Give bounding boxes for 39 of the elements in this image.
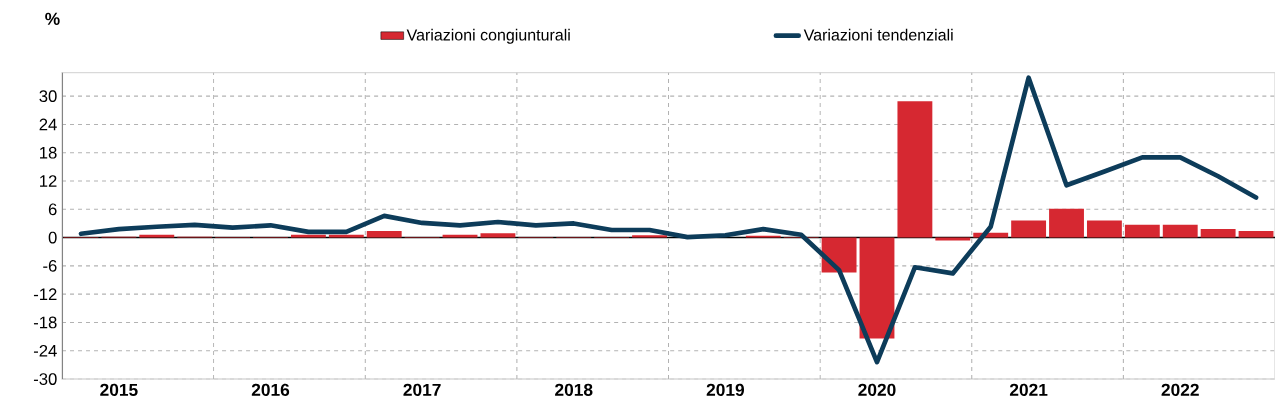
y-tick-label: 12 (40, 175, 57, 187)
x-tick-label: 2022 (1161, 383, 1199, 396)
bar (859, 237, 895, 339)
x-tick-label: 2021 (1009, 383, 1048, 396)
y-tick-label: -18 (33, 316, 57, 329)
bar (1200, 229, 1236, 238)
y-tick-label: 30 (39, 90, 57, 102)
x-tick-label: 2015 (100, 383, 138, 396)
bar (897, 101, 933, 238)
y-tick-label: 0 (48, 231, 57, 244)
y-tick-label: 6 (48, 203, 57, 216)
bar (1124, 224, 1160, 238)
line-series (78, 75, 1259, 365)
bar (1086, 220, 1122, 238)
bar (1011, 220, 1047, 238)
y-axis-title: % (45, 12, 60, 25)
legend-label: Variazioni congiunturali (406, 28, 570, 44)
x-tick-label: 2019 (706, 383, 744, 396)
bar (442, 234, 478, 238)
y-tick-label: 18 (40, 146, 57, 159)
y-tick-label: -30 (33, 373, 57, 385)
y-tick-label: 24 (39, 118, 57, 131)
bar (328, 234, 364, 238)
bar (1162, 224, 1198, 238)
bar (139, 234, 175, 238)
x-tick-label: 2018 (555, 383, 593, 396)
bar (366, 230, 402, 238)
x-tick-label: 2020 (858, 383, 896, 396)
bar (1049, 208, 1084, 238)
legend-label: Variazioni tendenziali (803, 28, 953, 41)
bar (1238, 230, 1274, 238)
x-tick-label: 2017 (403, 383, 441, 396)
y-tick-label: -12 (33, 288, 57, 300)
bar (632, 235, 667, 238)
bar (290, 234, 326, 238)
y-tick-label: -24 (33, 344, 57, 357)
x-tick-label: 2016 (251, 383, 290, 396)
bar (480, 233, 516, 238)
y-tick-label: -6 (43, 259, 57, 272)
